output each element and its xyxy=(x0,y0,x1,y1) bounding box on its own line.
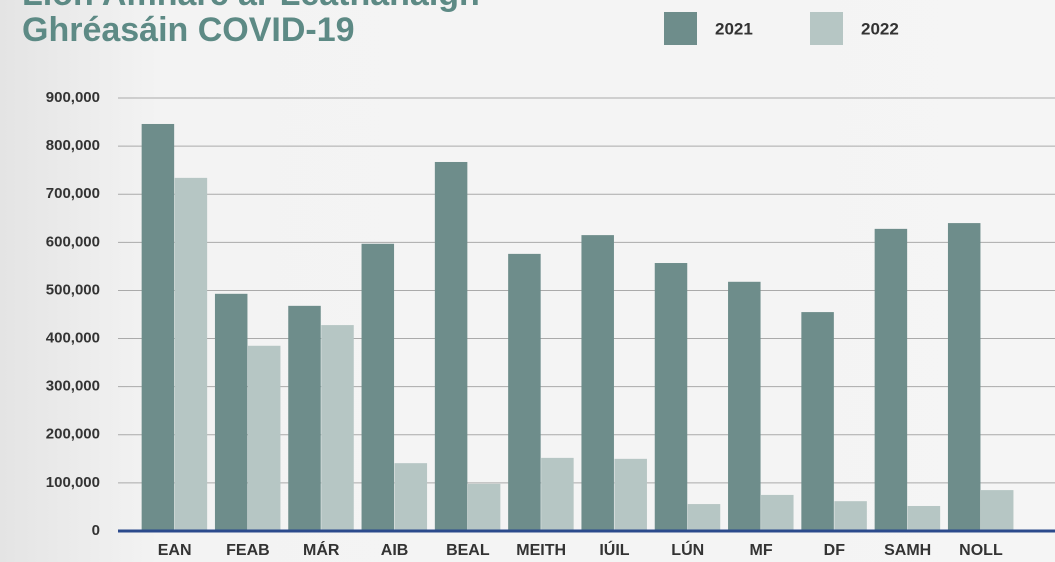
legend-swatch xyxy=(664,12,697,45)
bar xyxy=(141,123,175,531)
y-tick-label: 100,000 xyxy=(46,474,100,491)
bar xyxy=(614,458,647,531)
bar xyxy=(541,457,574,531)
bar xyxy=(874,228,908,531)
bar xyxy=(980,490,1014,531)
x-tick-label: FEAB xyxy=(226,542,270,559)
y-tick-label: 0 xyxy=(92,522,100,539)
bar xyxy=(467,483,501,531)
bar xyxy=(761,494,794,531)
chart-title: Líon Amharc ar Leathanaigh xyxy=(22,0,480,13)
bar xyxy=(581,235,614,531)
x-tick-label: NOLL xyxy=(959,542,1003,559)
y-tick-label: 700,000 xyxy=(46,185,100,202)
legend-swatch xyxy=(810,12,843,45)
x-tick-label: SAMH xyxy=(884,542,931,559)
x-tick-label: IÚIL xyxy=(599,540,629,559)
bar xyxy=(247,345,281,531)
bar xyxy=(361,243,395,531)
bar xyxy=(834,501,867,531)
x-tick-label: MÁR xyxy=(303,540,340,559)
y-tick-label: 500,000 xyxy=(46,281,100,298)
legend-label: 2021 xyxy=(715,19,753,38)
x-tick-label: BEAL xyxy=(446,542,490,559)
bar xyxy=(728,281,761,531)
bar xyxy=(687,504,721,531)
chart-title: Ghréasáin COVID-19 xyxy=(22,11,355,49)
bar xyxy=(321,325,354,531)
bar xyxy=(654,263,688,531)
bar xyxy=(288,305,321,531)
legend-label: 2022 xyxy=(861,19,899,38)
y-tick-label: 200,000 xyxy=(46,426,100,443)
bar xyxy=(394,463,428,531)
bar xyxy=(434,161,468,531)
x-tick-label: MF xyxy=(749,542,772,559)
bar xyxy=(907,505,941,531)
x-tick-label: AIB xyxy=(381,542,409,559)
x-tick-label: DF xyxy=(824,542,846,559)
x-tick-label: EAN xyxy=(158,542,192,559)
y-tick-label: 600,000 xyxy=(46,233,100,250)
bar xyxy=(947,223,981,532)
x-tick-label: MEITH xyxy=(516,542,566,559)
bar xyxy=(508,253,541,531)
bar xyxy=(214,293,248,531)
x-tick-label: LÚN xyxy=(671,540,704,559)
bar xyxy=(174,177,208,531)
y-tick-label: 800,000 xyxy=(46,137,100,154)
bar xyxy=(801,312,834,531)
y-tick-label: 400,000 xyxy=(46,330,100,347)
y-tick-label: 300,000 xyxy=(46,378,100,395)
y-tick-label: 900,000 xyxy=(46,89,100,106)
